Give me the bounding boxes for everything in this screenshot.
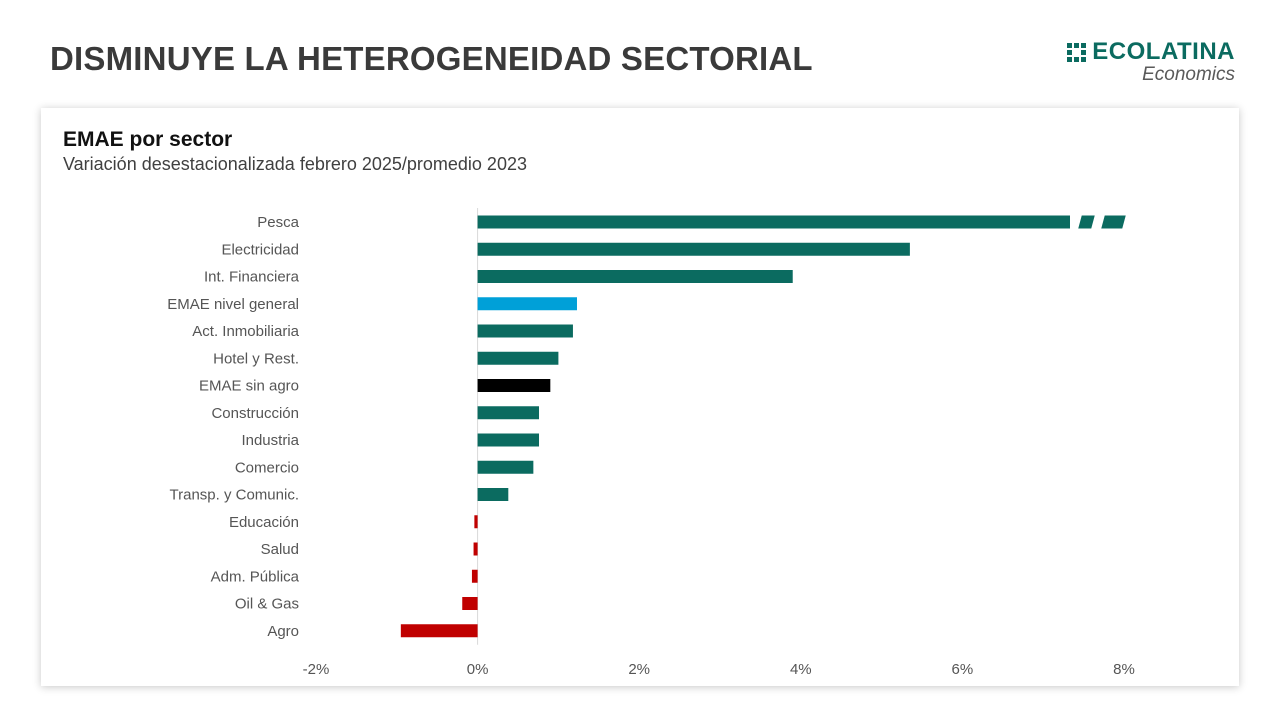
page-title: DISMINUYE LA HETEROGENEIDAD SECTORIAL: [50, 40, 813, 77]
bar-educaci-n: [474, 515, 478, 529]
chart-subtitle: Variación desestacionalizada febrero 202…: [63, 154, 527, 174]
bar-comercio: [477, 460, 534, 474]
category-label: EMAE nivel general: [167, 296, 299, 313]
x-tick-label: 6%: [952, 661, 974, 678]
bar-transp-y-comunic-: [477, 488, 509, 501]
category-label: Adm. Pública: [211, 568, 300, 585]
category-label: EMAE sin agro: [199, 378, 299, 395]
category-label: Comercio: [235, 459, 299, 476]
x-tick-label: 0%: [467, 661, 489, 678]
bar-oil-gas: [462, 597, 478, 610]
category-label: Transp. y Comunic.: [170, 487, 300, 504]
x-tick-label: -2%: [303, 661, 330, 678]
x-tick-label: 2%: [628, 661, 650, 678]
category-label: Agro: [267, 623, 299, 640]
bar-pesca: [477, 215, 1071, 229]
ecolatina-logo: ECOLATINA Economics: [1067, 38, 1235, 86]
category-label: Pesca: [257, 214, 299, 231]
bar-chart: Pesca Electricidad Int. Financiera EMAE niv…: [167, 208, 1135, 678]
category-label: Industria: [241, 432, 299, 449]
bar-pesca-segment: [1078, 215, 1095, 229]
bar-emae-sin-agro: [477, 379, 551, 392]
category-label: Oil & Gas: [235, 596, 299, 613]
bar-hotel-y-rest-: [477, 351, 559, 365]
category-label: Salud: [261, 541, 299, 558]
bar-salud: [473, 542, 478, 556]
bar-act-inmobiliaria: [477, 324, 573, 338]
bar-pesca-segment: [1101, 215, 1126, 229]
bar-emae-nivel-general: [477, 297, 577, 311]
logo-name: ECOLATINA: [1092, 38, 1235, 65]
bar-int-financiera: [477, 270, 793, 283]
category-label: Hotel y Rest.: [213, 350, 299, 367]
category-label: Int. Financiera: [204, 269, 300, 286]
logo-grid-icon: [1067, 42, 1087, 62]
category-label: Construcción: [211, 405, 299, 422]
bar-adm-p-blica: [471, 569, 478, 583]
bar-electricidad: [477, 242, 910, 256]
x-tick-label: 8%: [1113, 661, 1135, 678]
chart-card: EMAE por sector Variación desestacionali…: [41, 108, 1239, 686]
logo-subtitle: Economics: [1142, 64, 1235, 85]
chart-title: EMAE por sector: [63, 128, 233, 151]
category-label: Educación: [229, 514, 299, 531]
category-label: Electricidad: [221, 241, 299, 258]
bar-industria: [477, 433, 540, 447]
x-tick-label: 4%: [790, 661, 812, 678]
bar-construcci-n: [477, 406, 540, 420]
category-label: Act. Inmobiliaria: [192, 323, 299, 340]
bar-agro: [400, 624, 478, 638]
